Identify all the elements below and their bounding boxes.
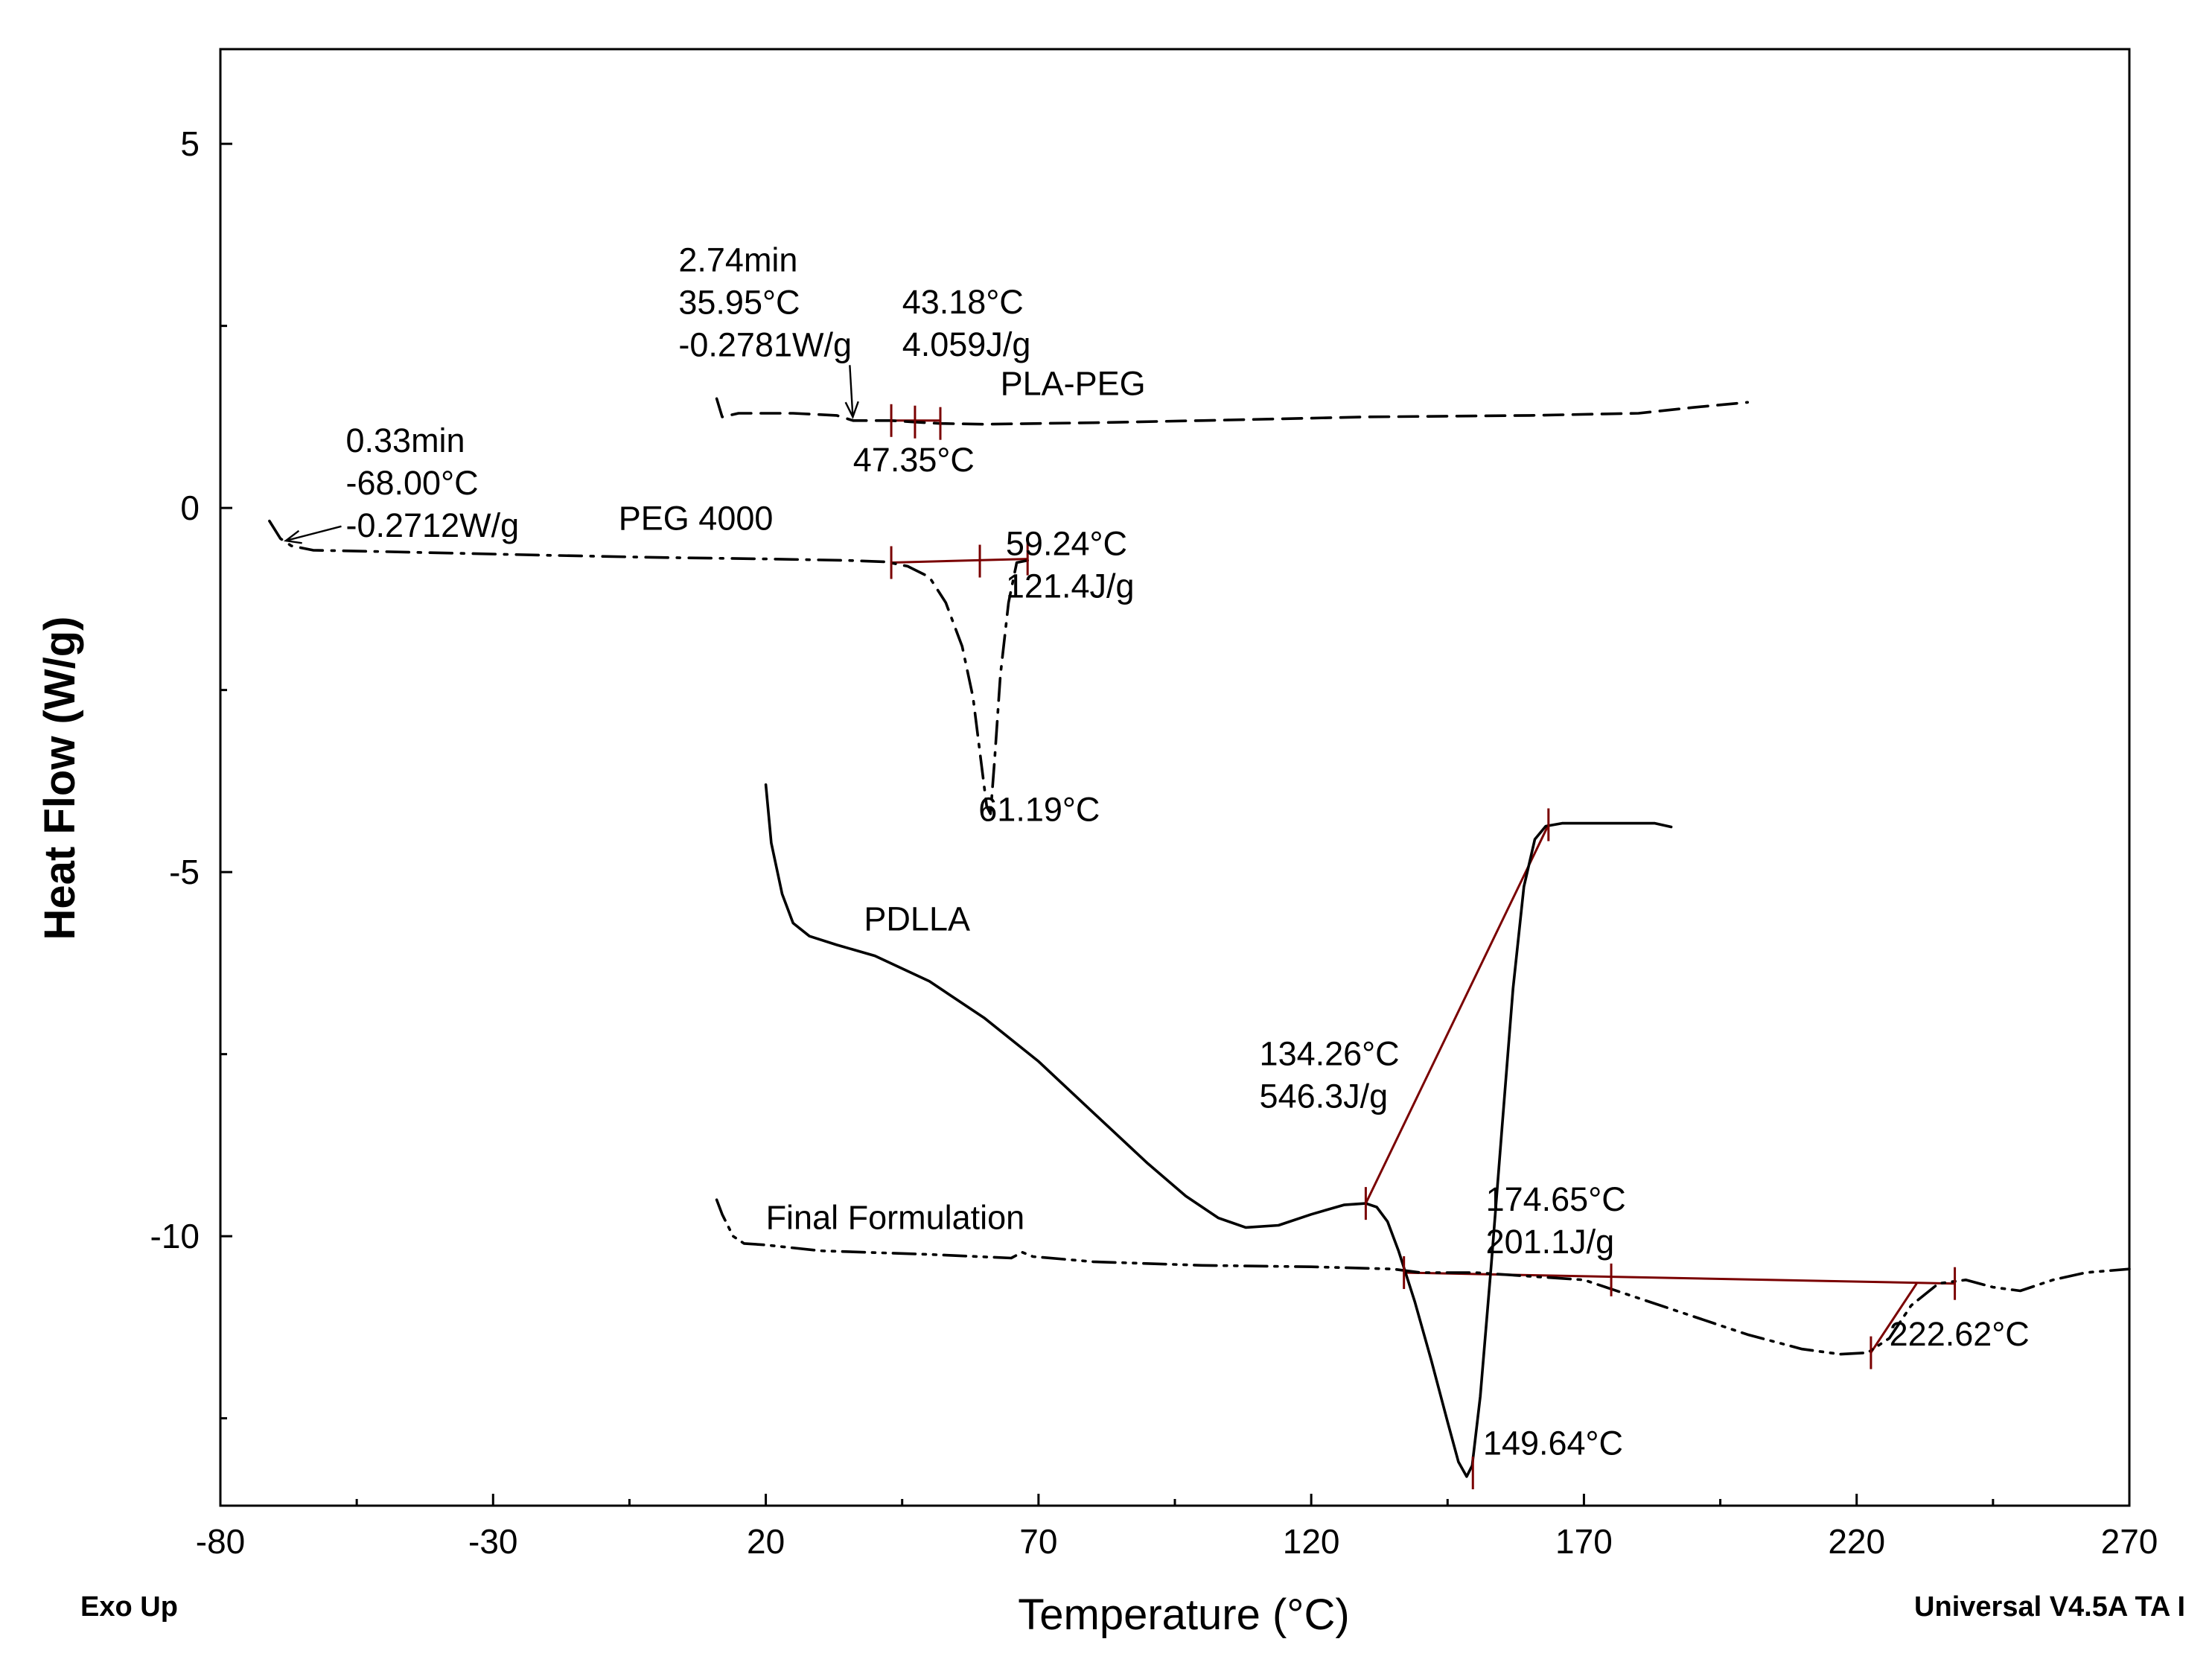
baseline-construction-line xyxy=(1365,824,1550,1204)
y-axis-title: Heat Flow (W/g) xyxy=(36,617,84,940)
annotation-text: 121.4J/g xyxy=(1006,567,1135,605)
series-curves: PLA-PEG PEG 4000 PDLLA Final Formulation xyxy=(268,365,2131,1478)
annotation-text: -0.2781W/g xyxy=(678,325,852,363)
x-tick-label: 70 xyxy=(1019,1522,1057,1561)
x-tick-label: 20 xyxy=(747,1522,785,1561)
x-tick-label: 220 xyxy=(1828,1522,1885,1561)
series-line-peg-4000 xyxy=(268,519,1029,815)
annotations: 2.74min 35.95°C -0.2781W/g 43.18°C 4.059J/g 4… xyxy=(283,241,2030,1462)
baseline-construction-line xyxy=(891,558,1028,564)
y-tick-label: 5 xyxy=(180,124,200,163)
x-tick-label: -80 xyxy=(196,1522,245,1561)
series-line-pla-peg xyxy=(715,397,1749,426)
annotation-text: 149.64°C xyxy=(1483,1425,1623,1462)
plot-frame xyxy=(219,48,2131,1507)
series-label: PDLLA xyxy=(864,900,970,938)
y-tick-label: -5 xyxy=(169,853,200,891)
x-tick-label: 270 xyxy=(2101,1522,2158,1561)
y-tick-label: -10 xyxy=(150,1217,200,1255)
arrow-head xyxy=(844,401,859,419)
series-label: Final Formulation xyxy=(766,1198,1025,1236)
annotation-text: 134.26°C xyxy=(1260,1034,1400,1072)
annotation-text: 59.24°C xyxy=(1006,525,1127,563)
baseline-construction-line xyxy=(1403,1271,1955,1285)
annotation-arrow xyxy=(285,525,342,542)
series-label: PEG 4000 xyxy=(619,499,774,537)
markers xyxy=(890,404,1957,1489)
annotation-text: -68.00°C xyxy=(345,464,478,502)
axes: -80 -30 20 70 120 170 220 270 5 0 -5 -10 xyxy=(150,124,2158,1561)
annotation-text: 546.3J/g xyxy=(1260,1077,1389,1115)
annotation-arrow xyxy=(849,365,854,417)
annotation-text: 222.62°C xyxy=(1890,1315,2030,1353)
arrow-head xyxy=(283,529,302,544)
annotation-text: 47.35°C xyxy=(853,441,975,479)
annotation-text: -0.2712W/g xyxy=(345,506,519,544)
x-tick-label: 170 xyxy=(1555,1522,1613,1561)
annotation-text: 35.95°C xyxy=(678,283,800,321)
series-line-pdlla xyxy=(764,783,1673,1478)
x-tick-label: -30 xyxy=(468,1522,517,1561)
annotation-text: 2.74min xyxy=(678,241,797,278)
software-version-label: Universal V4.5A TA I xyxy=(1914,1591,2185,1623)
series-label: PLA-PEG xyxy=(1001,365,1146,403)
annotation-text: 174.65°C xyxy=(1486,1180,1626,1218)
annotation-text: 201.1J/g xyxy=(1486,1223,1615,1261)
annotation-text: 4.059J/g xyxy=(902,325,1031,363)
series-line-final-formulation xyxy=(715,1198,2131,1356)
baseline-construction-line xyxy=(1870,1282,1918,1354)
annotation-text: 43.18°C xyxy=(902,283,1024,321)
x-axis-title: Temperature (°C) xyxy=(1018,1591,1349,1639)
y-tick-label: 0 xyxy=(180,488,200,527)
annotation-text: 61.19°C xyxy=(978,791,1100,829)
construction-lines xyxy=(888,419,1955,1354)
annotation-text: 0.33min xyxy=(345,421,465,459)
x-tick-label: 120 xyxy=(1283,1522,1340,1561)
exo-direction-label: Exo Up xyxy=(80,1591,178,1623)
